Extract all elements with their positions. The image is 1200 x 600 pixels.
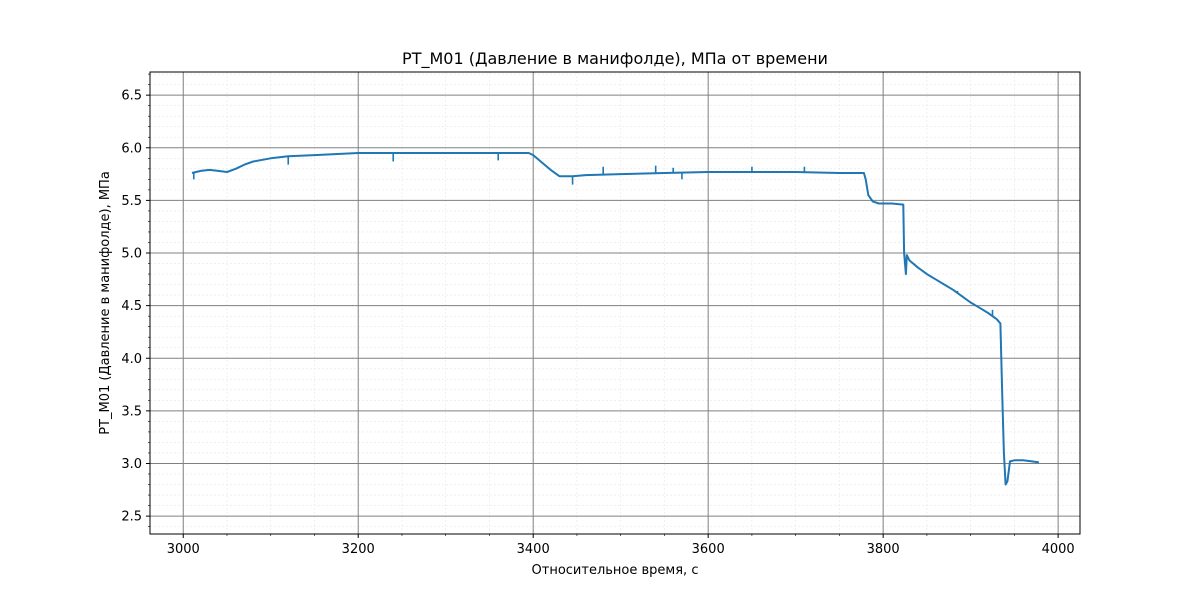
y-tick-label: 4.0 (121, 352, 142, 367)
noise-spikes (192, 153, 994, 317)
x-tick-label: 3400 (517, 542, 550, 557)
series-line (191, 152, 1040, 486)
major-grid (150, 72, 1080, 534)
y-tick-label: 6.0 (121, 141, 142, 156)
chart-title: PT_M01 (Давление в манифолде), МПа от вр… (402, 49, 828, 69)
axis-ticks: 3000 3200 3400 3600 3800 4000 2.5 3.0 3.5 4.0 4.5 5… (121, 73, 1075, 557)
y-tick-label: 6.5 (121, 89, 142, 104)
series-layer (191, 152, 1040, 486)
y-tick-label: 3.5 (121, 404, 142, 419)
plot-frame (149, 71, 1081, 535)
minor-grid (150, 72, 1080, 534)
y-tick-label: 2.5 (121, 510, 142, 525)
x-tick-label: 3200 (342, 542, 375, 557)
x-tick-label: 3600 (692, 542, 725, 557)
y-axis-label: PT_M01 (Давление в манифолде), МПа (98, 171, 113, 435)
x-tick-label: 4000 (1042, 542, 1075, 557)
x-axis-label: Относительное время, с (532, 563, 699, 578)
x-tick-label: 3000 (167, 542, 200, 557)
x-tick-label: 3800 (867, 542, 900, 557)
y-tick-label: 3.0 (121, 457, 142, 472)
y-tick-label: 4.5 (121, 299, 142, 314)
y-tick-label: 5.5 (121, 194, 142, 209)
y-tick-label: 5.0 (121, 247, 142, 262)
